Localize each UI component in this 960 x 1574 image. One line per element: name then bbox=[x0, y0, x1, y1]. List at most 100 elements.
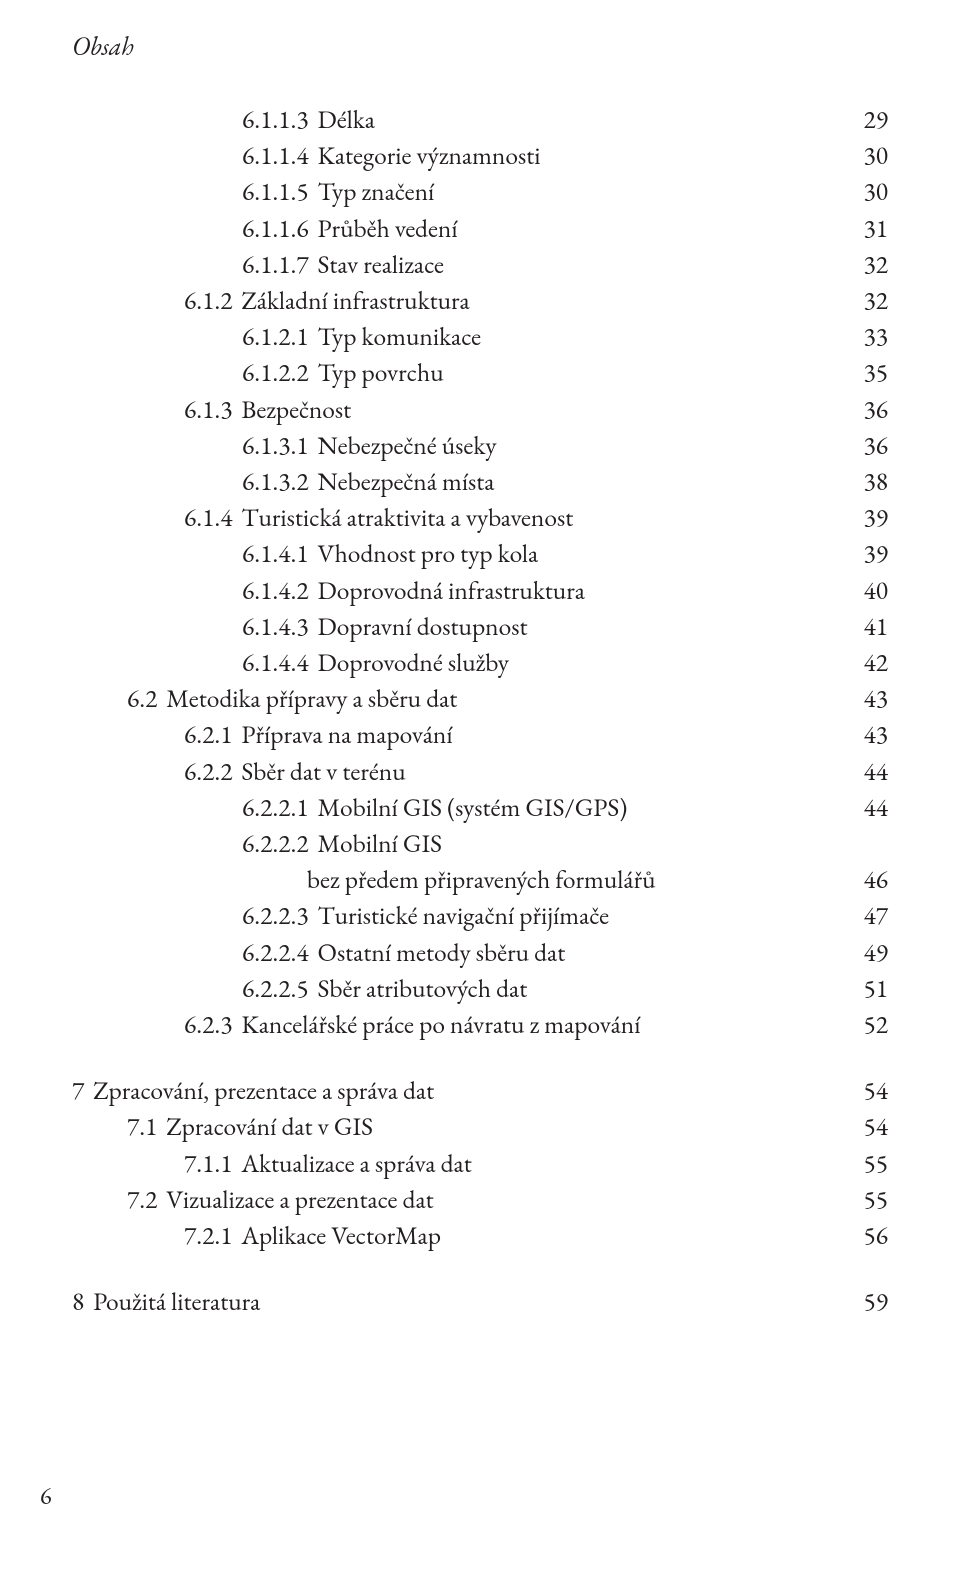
toc-entry: 6.1.3.1Nebezpečné úseky36 bbox=[72, 427, 888, 463]
toc-entry-title: Bezpečnost bbox=[232, 391, 351, 427]
toc-entry-page: 30 bbox=[832, 173, 888, 209]
toc-entry: 6.2.2.4Ostatní metody sběru dat49 bbox=[72, 934, 888, 970]
toc-entry: 6.2.1Příprava na mapování43 bbox=[72, 716, 888, 752]
toc-entry-title: Turistická atraktivita a vybavenost bbox=[232, 499, 573, 535]
toc-entry: 6.1.1.3Délka29 bbox=[72, 101, 888, 137]
toc-entry-title: Nebezpečné úseky bbox=[309, 427, 497, 463]
toc-entry: 6.2.2.1Mobilní GIS (systém GIS/GPS)44 bbox=[72, 789, 888, 825]
toc-entry: 6.1.3.2Nebezpečná místa 38 bbox=[72, 463, 888, 499]
toc-entry-number: 6.2.2 bbox=[184, 753, 232, 789]
toc-entry-title: Průběh vedení bbox=[309, 210, 458, 246]
toc-entry-page: 55 bbox=[832, 1145, 888, 1181]
toc-entry: 6.2Metodika přípravy a sběru dat 43 bbox=[72, 680, 888, 716]
toc-entry-number: 6.1.4.2 bbox=[242, 572, 309, 608]
toc-entry-page: 31 bbox=[832, 210, 888, 246]
toc-entry-page: 40 bbox=[832, 572, 888, 608]
toc-entry-number: 6.1.4.3 bbox=[242, 608, 309, 644]
toc-entry-page: 42 bbox=[832, 644, 888, 680]
toc-entry: 7.1Zpracování dat v GIS 54 bbox=[72, 1108, 888, 1144]
toc-entry-number: 6.1.4.1 bbox=[242, 535, 309, 571]
toc-entry-page: 29 bbox=[832, 101, 888, 137]
toc-entry-number: 6.1.3.1 bbox=[242, 427, 309, 463]
toc-entry-number: 6.1.1.6 bbox=[242, 210, 309, 246]
toc-entry-continuation: bez předem připravených formulářů 46 bbox=[72, 861, 888, 897]
toc-entry: 6.2.2.2Mobilní GIS bbox=[72, 825, 888, 861]
toc-entry-page: 54 bbox=[832, 1072, 888, 1108]
toc-entry-number: 6.2.2.5 bbox=[242, 970, 309, 1006]
toc-entry-title: Typ značení bbox=[309, 173, 435, 209]
toc-entry-title: Použitá literatura bbox=[84, 1283, 260, 1319]
toc-entry-title: Vizualizace a prezentace dat bbox=[157, 1181, 433, 1217]
toc-entry: 7.2Vizualizace a prezentace dat 55 bbox=[72, 1181, 888, 1217]
toc-entry: 8Použitá literatura59 bbox=[72, 1283, 888, 1319]
toc-entry-page: 41 bbox=[832, 608, 888, 644]
toc-entry: 6.1.4.3Dopravní dostupnost 41 bbox=[72, 608, 888, 644]
toc-entry: 6.2.2.3Turistické navigační přijímače47 bbox=[72, 897, 888, 933]
toc-entry-page: 36 bbox=[832, 391, 888, 427]
toc-entry-title: Nebezpečná místa bbox=[309, 463, 495, 499]
toc-entry-number: 6.1.1.3 bbox=[242, 101, 309, 137]
toc-entry-page: 46 bbox=[832, 861, 888, 897]
toc-entry-title: Metodika přípravy a sběru dat bbox=[157, 680, 457, 716]
toc-entry: 6.2.2.5Sběr atributových dat51 bbox=[72, 970, 888, 1006]
toc-entry-page: 30 bbox=[832, 137, 888, 173]
toc-entry-title: Stav realizace bbox=[309, 246, 444, 282]
toc-gap bbox=[72, 1253, 888, 1283]
toc-entry: 6.1.4.1Vhodnost pro typ kola39 bbox=[72, 535, 888, 571]
toc-entry-number: 7.2 bbox=[127, 1181, 157, 1217]
toc-entry-number: 6.1.2.1 bbox=[242, 318, 309, 354]
toc-entry: 7Zpracování, prezentace a správa dat54 bbox=[72, 1072, 888, 1108]
toc-entry-number: 7 bbox=[72, 1072, 84, 1108]
toc-entry-title-continuation: bez předem připravených formulářů bbox=[298, 861, 656, 897]
toc-entry: 7.2.1Aplikace VectorMap56 bbox=[72, 1217, 888, 1253]
toc-entry-page: 38 bbox=[832, 463, 888, 499]
toc-entry: 6.1.2Základní infrastruktura 32 bbox=[72, 282, 888, 318]
toc-entry-number: 6.2.3 bbox=[184, 1006, 232, 1042]
toc-entry-title: Základní infrastruktura bbox=[232, 282, 469, 318]
toc-entry-page: 59 bbox=[832, 1283, 888, 1319]
toc-entry: 7.1.1Aktualizace a správa dat 55 bbox=[72, 1145, 888, 1181]
toc-entry-number: 6.2.2.1 bbox=[242, 789, 309, 825]
toc-entry-number: 6.1.1.5 bbox=[242, 173, 309, 209]
toc-entry-title: Doprovodné služby bbox=[309, 644, 509, 680]
toc-entry-page: 47 bbox=[832, 897, 888, 933]
toc-entry-number: 7.1.1 bbox=[184, 1145, 232, 1181]
toc-entry: 6.1.1.6Průběh vedení 31 bbox=[72, 210, 888, 246]
toc-entry-title: Kancelářské práce po návratu z mapování bbox=[232, 1006, 640, 1042]
toc-entry: 6.1.4Turistická atraktivita a vybavenost… bbox=[72, 499, 888, 535]
toc-entry-page: 55 bbox=[832, 1181, 888, 1217]
toc-entry-number: 7.2.1 bbox=[184, 1217, 232, 1253]
toc-entry-number: 6.1.4.4 bbox=[242, 644, 309, 680]
toc-entry-title: Příprava na mapování bbox=[232, 716, 452, 752]
toc-entry-page: 43 bbox=[832, 680, 888, 716]
toc-entry-number: 6.1.2 bbox=[184, 282, 232, 318]
toc-entry-title: Sběr dat v terénu bbox=[232, 753, 405, 789]
page: Obsah 6.1.1.3Délka296.1.1.4Kategorie výz… bbox=[0, 0, 960, 1574]
toc-entry-page: 43 bbox=[832, 716, 888, 752]
toc-entry: 6.2.3Kancelářské práce po návratu z mapo… bbox=[72, 1006, 888, 1042]
toc-entry-number: 6.1.3.2 bbox=[242, 463, 309, 499]
running-head: Obsah bbox=[72, 28, 888, 65]
toc-entry-number: 6.1.3 bbox=[184, 391, 232, 427]
toc-entry: 6.1.4.4Doprovodné služby 42 bbox=[72, 644, 888, 680]
toc-entry-page: 54 bbox=[832, 1108, 888, 1144]
toc-entry-number: 6.2.2.4 bbox=[242, 934, 309, 970]
toc-entry-number: 7.1 bbox=[127, 1108, 157, 1144]
toc-entry-title: Turistické navigační přijímače bbox=[309, 897, 610, 933]
toc-entry-title: Vhodnost pro typ kola bbox=[309, 535, 539, 571]
toc-entry-title: Typ komunikace bbox=[309, 318, 481, 354]
toc-entry-number: 6.1.1.4 bbox=[242, 137, 309, 173]
toc-entry-number: 6.2 bbox=[127, 680, 157, 716]
toc-entry-title: Dopravní dostupnost bbox=[309, 608, 528, 644]
toc-entry-page: 32 bbox=[832, 282, 888, 318]
toc-entry-page: 35 bbox=[832, 354, 888, 390]
toc-entry-title: Aktualizace a správa dat bbox=[232, 1145, 471, 1181]
toc-entry-title: Doprovodná infrastruktura bbox=[309, 572, 585, 608]
toc-entry-page: 56 bbox=[832, 1217, 888, 1253]
toc-entry-title: Typ povrchu bbox=[309, 354, 444, 390]
toc-entry: 6.1.2.2Typ povrchu35 bbox=[72, 354, 888, 390]
toc-entry: 6.1.4.2Doprovodná infrastruktura 40 bbox=[72, 572, 888, 608]
toc-entry-title: Ostatní metody sběru dat bbox=[309, 934, 566, 970]
toc-entry: 6.2.2Sběr dat v terénu44 bbox=[72, 753, 888, 789]
toc-entry-title: Zpracování dat v GIS bbox=[157, 1108, 373, 1144]
